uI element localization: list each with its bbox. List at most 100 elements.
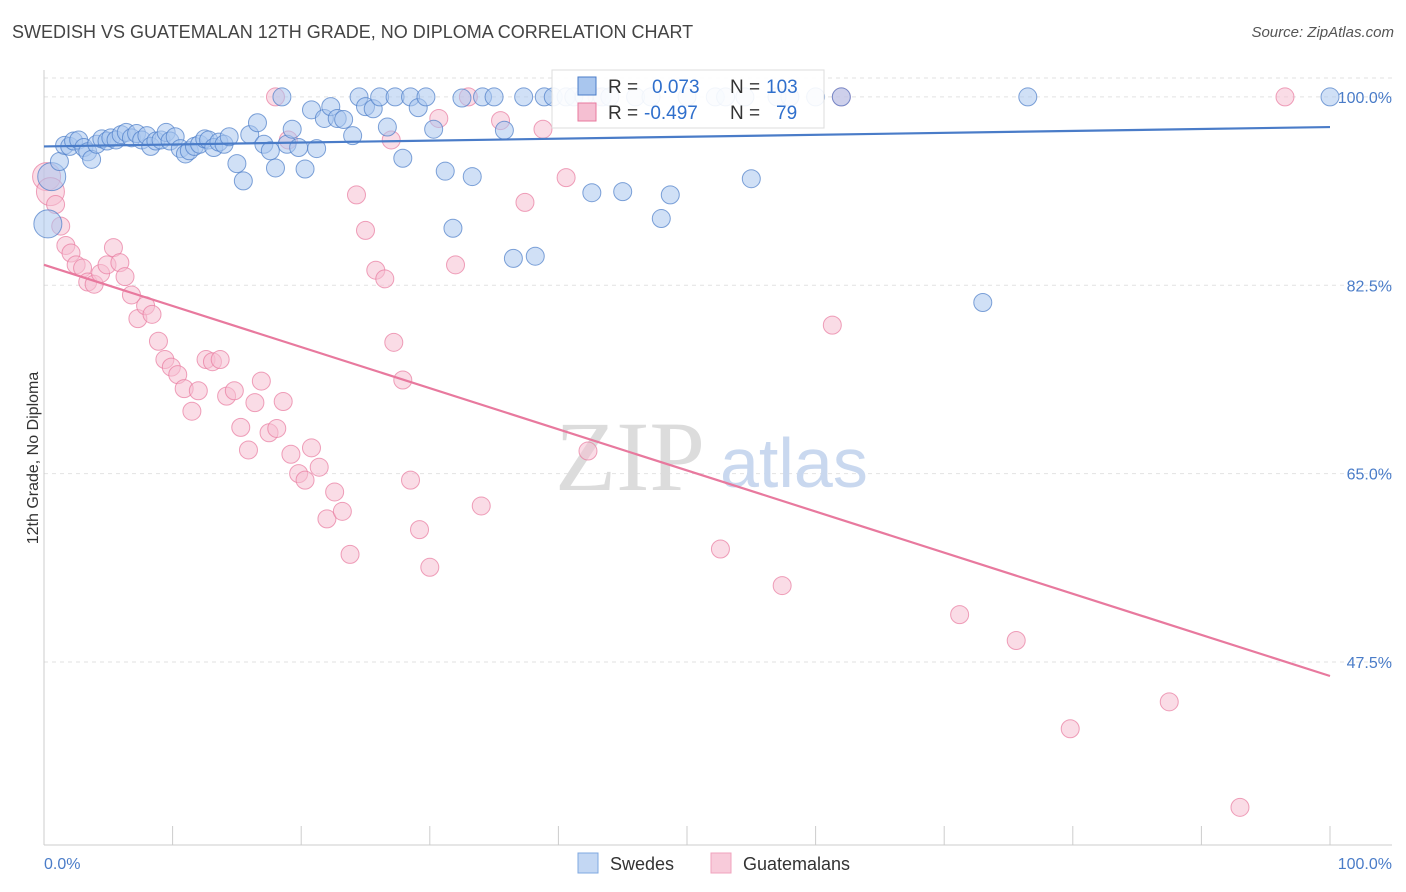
point-swedes [462,167,482,187]
legend: Swedes Guatemalans [577,852,850,874]
point-swedes [1018,87,1038,107]
trend-lines [43,125,1331,678]
point-swedes [377,117,397,137]
point-guatemalans [556,168,576,188]
stats-r-label-guatemalans: R = [608,103,638,124]
point-swedes [272,87,292,107]
y-tick-label: 82.5% [1347,278,1392,295]
point-guatemalans [115,267,135,287]
point-swedes [613,182,633,202]
point-guatemalans [325,482,345,502]
point-swedes [393,148,413,168]
point-swedes [247,113,267,133]
point-swedes [219,127,239,147]
point-swedes [289,138,309,157]
point-guatemalans [267,418,287,438]
point-swedes [484,87,504,107]
point-guatemalans [384,332,404,352]
point-swedes [282,119,302,139]
point-guatemalans [317,509,337,529]
legend-swatch-swedes [577,852,599,874]
point-guatemalans [410,520,430,540]
point-guatemalans [301,438,321,458]
point-swedes [525,246,545,266]
point-swedes [503,248,523,268]
chart-title: SWEDISH VS GUATEMALAN 12TH GRADE, NO DIP… [12,22,694,42]
point-guatemalans [188,381,208,401]
stats-swatch-swedes [577,76,597,96]
point-guatemalans [356,220,375,240]
point-guatemalans [231,417,251,437]
gridlines [44,77,1392,663]
trend-line-swedes [43,125,1331,148]
point-swedes [260,141,280,161]
point-swedes [514,87,534,107]
point-swedes [227,154,247,174]
point-guatemalans [710,539,730,559]
point-guatemalans [1230,797,1250,817]
point-guatemalans [309,457,329,477]
legend-label-guatemalans: Guatemalans [743,854,850,874]
point-swedes [265,158,285,178]
point-swedes [33,209,63,239]
point-swedes [416,87,436,107]
y-axis-label: 12th Grade, No Diploma [25,372,42,545]
point-swedes [307,139,327,159]
point-guatemalans [533,119,553,139]
stats-box: R = 0.073 N = 103 R = -0.497 N = 79 [551,69,825,129]
trend-line-guatemalans [43,263,1331,678]
point-swedes [1320,87,1340,107]
point-guatemalans [1006,630,1026,650]
point-guatemalans [950,605,970,625]
point-swedes [831,87,851,107]
point-swedes [233,171,253,191]
point-guatemalans [332,501,352,521]
legend-swatch-guatemalans [710,852,732,874]
point-guatemalans [340,544,360,564]
y-tick-labels: 47.5% 65.0% 82.5% 100.0% [1338,90,1392,672]
point-guatemalans [401,470,421,490]
point-guatemalans [224,381,244,401]
stats-n-label-guatemalans: N = [730,103,760,124]
point-guatemalans [578,441,598,461]
point-guatemalans [273,392,293,412]
point-guatemalans [238,440,258,460]
x-ticks [43,826,1331,845]
point-guatemalans [420,557,440,577]
stats-r-value-swedes: 0.073 [652,77,700,98]
point-swedes [49,151,69,171]
point-swedes [494,120,514,140]
point-guatemalans [210,350,230,370]
point-swedes [334,110,354,130]
point-swedes [295,159,315,179]
point-swedes [741,169,761,189]
point-guatemalans [446,255,466,275]
stats-r-value-guatemalans: -0.497 [644,103,698,124]
point-guatemalans [346,185,366,205]
point-guatemalans [375,269,395,289]
stats-swatch-guatemalans [577,102,597,122]
point-guatemalans [295,470,315,490]
point-swedes [582,183,602,203]
y-tick-label: 65.0% [1347,467,1392,484]
source-credit: Source: ZipAtlas.com [1251,24,1394,41]
point-swedes [343,126,363,146]
y-tick-label: 47.5% [1347,655,1392,672]
point-swedes [973,293,993,312]
x-tick-label-min: 0.0% [44,856,80,873]
point-swedes [424,119,444,139]
point-guatemalans [822,315,842,335]
series-swedes [33,87,1340,312]
stats-n-value-swedes: 103 [766,77,798,98]
x-tick-label-max: 100.0% [1338,856,1392,873]
point-swedes [435,161,455,181]
point-guatemalans [772,576,792,596]
point-swedes [452,88,472,108]
point-swedes [660,185,680,205]
point-guatemalans [251,371,271,391]
point-guatemalans [142,304,162,324]
point-guatemalans [148,331,168,351]
y-tick-label: 100.0% [1338,90,1392,107]
stats-n-label-swedes: N = [730,77,760,98]
